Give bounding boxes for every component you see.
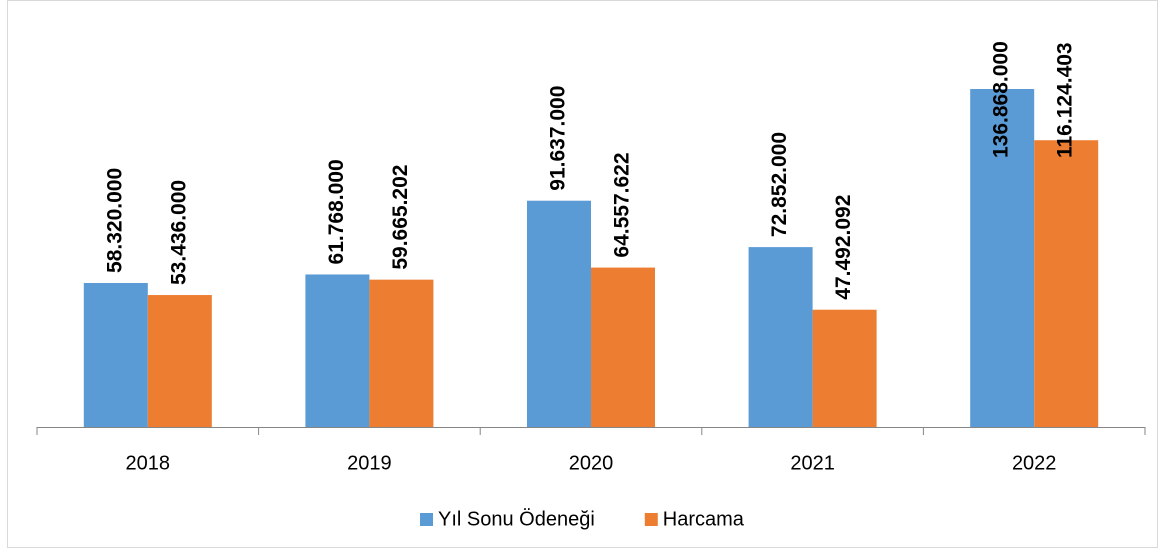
bar — [748, 247, 813, 427]
bar — [83, 282, 148, 427]
value-label: 116.124.403 — [1054, 42, 1077, 158]
value-label: 64.557.622 — [611, 152, 634, 257]
legend-swatch — [420, 513, 433, 526]
value-label: 59.665.202 — [389, 165, 412, 270]
value-label: 72.852.000 — [768, 132, 791, 237]
bar — [369, 279, 434, 427]
x-tick-label: 2018 — [126, 452, 171, 474]
x-tick-label: 2020 — [569, 452, 614, 474]
bar — [527, 200, 591, 427]
value-label: 47.492.092 — [832, 195, 855, 300]
bar — [1034, 140, 1099, 427]
bar — [305, 274, 370, 427]
bar — [970, 89, 1035, 427]
x-tick-label: 2021 — [790, 452, 835, 474]
value-label: 61.768.000 — [325, 159, 348, 264]
value-label: 53.436.000 — [167, 180, 190, 285]
legend-label: Yıl Sonu Ödeneği — [438, 508, 595, 530]
bar — [812, 309, 877, 427]
value-label: 91.637.000 — [547, 86, 570, 191]
bar — [591, 267, 655, 427]
x-tick-label: 2019 — [347, 452, 392, 474]
value-label: 58.320.000 — [103, 168, 126, 273]
value-label: 136.868.000 — [990, 41, 1013, 158]
legend-label: Harcama — [663, 508, 745, 530]
bar — [147, 295, 212, 427]
legend-swatch — [644, 513, 658, 526]
x-tick-label: 2022 — [1012, 452, 1057, 474]
